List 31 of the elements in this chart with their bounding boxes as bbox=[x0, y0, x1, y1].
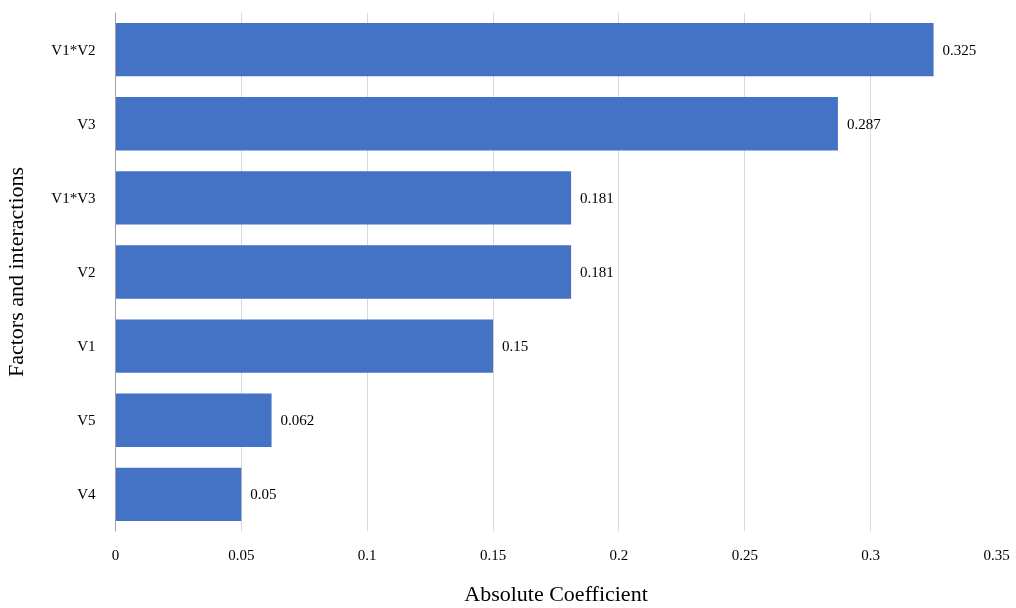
y-tick-label: V3 bbox=[77, 115, 96, 132]
x-axis-title: Absolute Coefficient bbox=[464, 580, 648, 606]
data-label: 0.287 bbox=[846, 115, 882, 132]
bar bbox=[115, 245, 572, 299]
x-tick-label: 0.35 bbox=[983, 546, 1010, 563]
y-tick-label: V2 bbox=[77, 264, 96, 280]
x-tick-label: 0.2 bbox=[609, 546, 629, 563]
data-label: 0.15 bbox=[502, 338, 529, 355]
bar bbox=[115, 97, 838, 151]
bar bbox=[115, 22, 934, 77]
data-label: 0.325 bbox=[942, 41, 977, 58]
x-tick-label: 0.05 bbox=[228, 546, 255, 563]
data-label: 0.181 bbox=[580, 189, 614, 206]
x-tick-label: 0.1 bbox=[357, 546, 377, 563]
x-tick-label: 0 bbox=[111, 546, 120, 563]
x-tick-label: 0.3 bbox=[861, 546, 881, 563]
bar bbox=[115, 319, 494, 373]
y-tick-label: V4 bbox=[77, 486, 96, 503]
y-axis-title: Factors and interactions bbox=[3, 166, 29, 378]
data-label: 0.05 bbox=[250, 486, 277, 503]
data-label: 0.062 bbox=[280, 412, 315, 429]
y-tick-label: V1 bbox=[77, 338, 96, 355]
y-tick-label: V1*V2 bbox=[51, 41, 96, 58]
bar bbox=[115, 171, 572, 225]
x-tick-label: 0.15 bbox=[479, 546, 507, 563]
data-label: 0.181 bbox=[580, 264, 614, 280]
y-tick-label: V1*V3 bbox=[51, 189, 96, 206]
bar bbox=[115, 393, 272, 447]
y-tick-label: V5 bbox=[77, 412, 96, 429]
bar bbox=[115, 467, 242, 522]
x-tick-label: 0.25 bbox=[731, 546, 758, 563]
